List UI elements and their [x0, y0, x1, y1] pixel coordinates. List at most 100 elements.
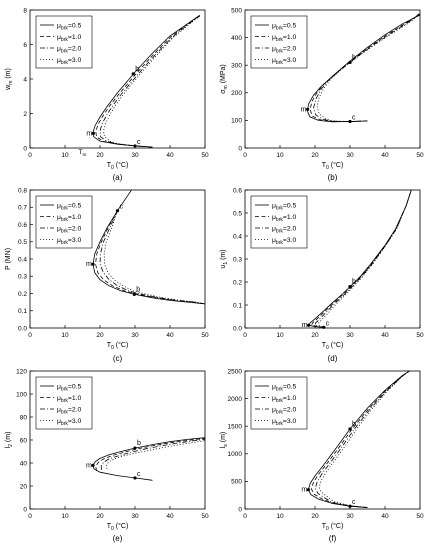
y-axis-label-main: σ — [220, 89, 227, 94]
y-tick-label: 400 — [231, 35, 242, 42]
x-axis-label-unit: (°C) — [329, 341, 343, 349]
y-tick-label: 2 — [23, 111, 27, 118]
point-c-dot — [322, 325, 326, 329]
series-line-3 — [313, 12, 421, 122]
point-c-label: c — [352, 115, 356, 122]
y-tick-label: 0 — [238, 145, 242, 152]
point-c-label: c — [120, 204, 124, 211]
y-tick-label: 200 — [231, 90, 242, 97]
legend-entry-4: μbrk=3.0 — [272, 418, 297, 427]
point-m-dot — [307, 323, 311, 327]
y-axis-label-main: l — [5, 446, 12, 448]
point-m-dot — [306, 107, 310, 111]
y-axis-label-sub: 1 — [223, 262, 229, 265]
legend-entry-4: μbrk=3.0 — [57, 418, 82, 427]
x-tick-label: 50 — [416, 332, 424, 339]
legend: μbrk=0.5 μbrk=1.0 μbrk=2.0 μbrk=3.0 — [250, 195, 308, 249]
x-tick-label: 50 — [201, 152, 209, 159]
legend-entry-2: μbrk=1.0 — [57, 395, 82, 404]
series-line-1 — [307, 370, 410, 508]
x-axis-label: T0 (°C) — [322, 341, 344, 351]
y-tick-label: 60 — [20, 437, 28, 444]
series-line-2 — [310, 189, 412, 328]
series-line-3 — [99, 210, 206, 305]
annotation-tm: Tm — [79, 149, 87, 157]
x-tick-label: 30 — [346, 513, 354, 520]
y-axis-label-unit: (m) — [5, 432, 12, 444]
x-tick-label: 0 — [243, 332, 247, 339]
y-tick-label: 0.4 — [233, 233, 242, 240]
x-axis-label: T0 (°C) — [107, 161, 129, 171]
series-line-3 — [314, 189, 412, 328]
legend: μbrk=0.5 μbrk=1.0 μbrk=2.0 μbrk=3.0 — [35, 15, 93, 69]
x-axis-label-main: T — [322, 523, 327, 530]
y-axis-label-main: u — [220, 265, 227, 269]
point-b-label: b — [135, 66, 139, 73]
series-line-4 — [318, 370, 410, 508]
panel-c: 0 10 20 30 40 500.00.10.20.30.40.50.60.70.8T0… — [5, 187, 209, 363]
y-tick-label: 0.8 — [18, 187, 27, 194]
x-tick-label: 40 — [381, 152, 389, 159]
point-c-dot — [115, 209, 120, 213]
x-tick-label: 50 — [201, 332, 209, 339]
panel-caption: (a) — [113, 173, 123, 182]
y-axis-label-sub: s — [223, 444, 229, 447]
y-tick-label: 0 — [238, 506, 242, 513]
x-axis-label-unit: (°C) — [114, 522, 128, 530]
x-axis-label-main: T — [107, 523, 112, 530]
series-line-1 — [92, 189, 206, 305]
x-axis-label: T0 (°C) — [322, 161, 344, 171]
x-tick-label: 50 — [416, 513, 424, 520]
x-axis-label-main: T — [107, 342, 112, 349]
legend-entry-2: μbrk=1.0 — [272, 34, 297, 43]
point-m-dot — [91, 463, 95, 467]
point-b-dot — [348, 285, 352, 289]
y-tick-label: 0 — [23, 506, 27, 513]
point-b-label: b — [352, 421, 356, 428]
series-line-1 — [92, 437, 206, 481]
x-tick-label: 40 — [381, 332, 389, 339]
plot-frame — [244, 9, 421, 149]
point-c-label: c — [137, 471, 141, 478]
y-axis-label: ls (m) — [220, 432, 229, 449]
legend-entry-3: μbrk=2.0 — [57, 46, 82, 55]
y-tick-label: 0.3 — [233, 256, 242, 263]
legend-entry-1: μbrk=0.5 — [272, 384, 297, 393]
x-axis-label-sub: 0 — [326, 345, 329, 351]
x-tick-label: 30 — [131, 513, 139, 520]
point-b-label: b — [137, 440, 141, 447]
legend-entry-4: μbrk=3.0 — [57, 237, 82, 246]
legend-entry-2: μbrk=1.0 — [57, 214, 82, 223]
point-b-label: b — [136, 286, 140, 293]
plot-frame — [244, 370, 421, 510]
panel-caption: (d) — [328, 354, 338, 363]
x-tick-label: 30 — [131, 152, 139, 159]
x-axis-label-unit: (°C) — [329, 522, 343, 530]
y-tick-label: 2500 — [228, 368, 243, 375]
legend-entry-3: μbrk=2.0 — [272, 46, 297, 55]
y-tick-label: 0.6 — [233, 187, 242, 194]
x-axis-label-sub: 0 — [326, 165, 329, 171]
series-line-4 — [103, 210, 206, 305]
point-m-label: m — [86, 130, 92, 137]
y-axis-label: P (MN) — [5, 248, 12, 270]
annotation-tm-main: T — [79, 149, 83, 156]
y-tick-label: 80 — [20, 414, 28, 421]
panel-caption: (f) — [329, 534, 337, 543]
x-tick-label: 30 — [346, 332, 354, 339]
series-line-2 — [95, 15, 201, 148]
legend-entry-3: μbrk=2.0 — [272, 226, 297, 235]
x-tick-label: 30 — [131, 332, 139, 339]
legend-entry-1: μbrk=0.5 — [272, 203, 297, 212]
legend-entry-3: μbrk=2.0 — [57, 226, 82, 235]
y-axis-label-sub: m — [8, 81, 14, 85]
point-c-dot — [133, 476, 137, 480]
series-line-2 — [309, 13, 421, 122]
point-b-dot — [133, 446, 137, 450]
point-m-dot — [91, 262, 95, 266]
y-axis-label: wm (m) — [5, 68, 14, 91]
series-line-2 — [95, 437, 206, 472]
annotation-tm-sub: m — [82, 152, 86, 157]
